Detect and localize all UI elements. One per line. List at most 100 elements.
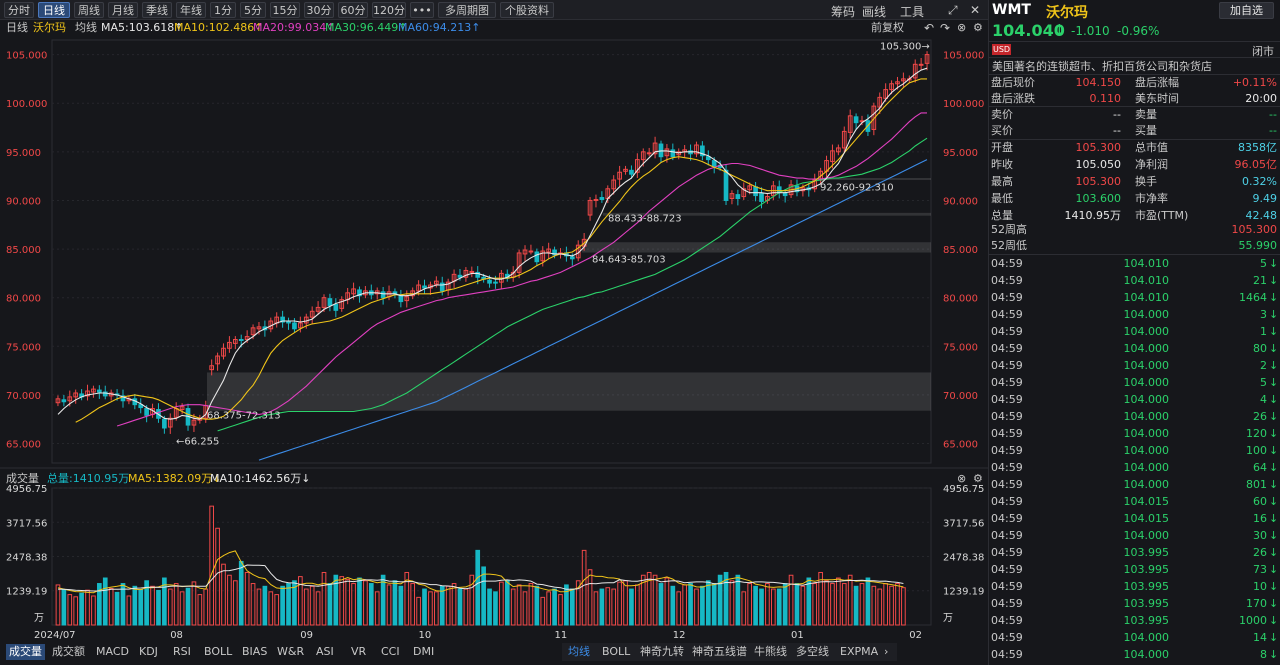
volume-bar	[741, 591, 747, 626]
last-price: 104.040	[992, 21, 1065, 40]
period-button-12[interactable]: •••	[410, 2, 434, 18]
volume-bar	[475, 549, 481, 626]
volume-bar	[676, 591, 682, 626]
period-button-8[interactable]: 15分	[270, 2, 300, 18]
toolbar-right-2[interactable]: 工具	[900, 5, 925, 19]
volume-bar	[91, 595, 96, 626]
tick-down-arrow-icon: ↓	[1269, 291, 1279, 304]
indicator-tab-4[interactable]: RSI	[173, 645, 191, 658]
expand-icon[interactable]: ⤢	[948, 3, 958, 17]
indicator-tab-2[interactable]: MACD	[96, 645, 129, 658]
tick-down-arrow-icon: ↓	[1269, 427, 1279, 440]
overlay-tab-6[interactable]: EXPMA	[840, 645, 879, 658]
gear-icon[interactable]: ⚙	[973, 21, 983, 34]
restore-mode[interactable]: 前复权	[871, 21, 904, 34]
period-button-10[interactable]: 60分	[338, 2, 368, 18]
close-chart-icon[interactable]: ✕	[970, 3, 981, 17]
after-hours-row: 盘后涨跌 0.110 美东时间 20:00	[991, 92, 1277, 105]
period-button-2[interactable]: 周线	[74, 2, 104, 18]
tick-row: 04:59 104.000 30 ↓	[991, 529, 1279, 542]
candle-body	[232, 339, 238, 344]
symbol: WMT	[992, 2, 1031, 18]
volume-label: 成交量	[6, 472, 39, 485]
indicator-tab-8[interactable]: ASI	[316, 645, 334, 658]
period-button-9[interactable]: 30分	[304, 2, 334, 18]
kline-chart[interactable]: 105.000 105.000 100.000 100.000 95.000 95.000…	[0, 0, 988, 665]
high-marker: 105.300→	[880, 42, 930, 53]
candle-body	[162, 418, 167, 429]
after-hours-row: 盘后现价 104.150 盘后涨幅 +0.11%	[991, 76, 1277, 89]
period-button-7[interactable]: 5分	[240, 2, 266, 18]
volume-bar	[794, 583, 800, 626]
candle-body	[339, 299, 345, 309]
bid-ask-row: 买价 -- 买量 --	[991, 124, 1277, 137]
tick-down-arrow-icon: ↓	[1269, 393, 1279, 406]
indicator-tab-9[interactable]: VR	[351, 645, 367, 658]
legend-period[interactable]: 日线	[6, 21, 28, 34]
volume-bar	[865, 577, 871, 626]
volume-bar	[79, 592, 84, 626]
volume-bar	[658, 583, 664, 626]
volume-bar	[120, 583, 126, 626]
period-button-3[interactable]: 月线	[108, 2, 138, 18]
volume-bar	[841, 583, 847, 626]
support-zone	[814, 177, 931, 180]
price-tick-right: 95.000	[943, 148, 978, 159]
volume-bar	[167, 588, 173, 626]
candle-body	[138, 404, 144, 409]
volume-close-icon[interactable]: ⊗	[957, 472, 967, 485]
tick-down-arrow-icon: ↓	[1269, 631, 1279, 644]
toolbar-right-0[interactable]: 筹码	[831, 5, 856, 19]
legend-ma60: MA60:94.213↑	[398, 21, 481, 34]
period-button-0[interactable]: 分时	[4, 2, 34, 18]
volume-bar	[144, 580, 149, 626]
volume-bar	[646, 571, 652, 626]
candle-body	[918, 63, 924, 66]
period-toolbar: 分时 日线 周线 月线 季线 年线 1分 5分 15分 30分 60分 120分 ••• 多周期图 个股资料…	[0, 0, 988, 20]
undo-icon[interactable]: ↶	[924, 21, 935, 35]
volume-tick-right: 1239.19	[943, 587, 984, 598]
overlay-tab-1[interactable]: BOLL	[602, 645, 631, 658]
period-button-5[interactable]: 年线	[176, 2, 206, 18]
redo-icon[interactable]: ↷	[940, 21, 951, 35]
indicator-tab-5[interactable]: BOLL	[204, 645, 233, 658]
volume-bar	[504, 580, 510, 626]
indicator-tab-3[interactable]: KDJ	[139, 645, 158, 658]
candle-body	[652, 142, 658, 155]
overlay-tab-3[interactable]: 神奇五线谱	[692, 645, 747, 658]
overlay-tab-4[interactable]: 牛熊线	[754, 645, 787, 658]
indicator-tab-6[interactable]: BIAS	[242, 645, 268, 658]
close-icon[interactable]: ⊗	[957, 21, 967, 34]
toolbar-right-1[interactable]: 画线	[862, 5, 887, 19]
overlay-tab-5[interactable]: 多空线	[796, 645, 829, 658]
add-watchlist-button[interactable]: 加自选	[1219, 2, 1274, 19]
indicator-tab-11[interactable]: DMI	[413, 645, 435, 658]
indicator-tab-0[interactable]: 成交量	[6, 644, 45, 660]
overlay-tab-2[interactable]: 神奇九转	[640, 645, 684, 658]
volume-bar	[351, 583, 356, 626]
period-button-13[interactable]: 多周期图	[438, 2, 496, 18]
price-down-arrow-icon: ↓	[1053, 21, 1066, 39]
legend-avg[interactable]: 均线	[75, 21, 97, 34]
indicator-tab-1[interactable]: 成交额	[52, 645, 85, 658]
candle-body	[469, 270, 475, 273]
period-button-14[interactable]: 个股资料	[500, 2, 554, 18]
indicator-tab-10[interactable]: CCI	[381, 645, 400, 658]
period-button-4[interactable]: 季线	[142, 2, 172, 18]
candle-body	[91, 388, 96, 393]
overlay-tab-7[interactable]: ›	[884, 645, 889, 658]
candle-body	[380, 291, 386, 299]
indicator-tab-7[interactable]: W&R	[277, 645, 305, 658]
volume-bar	[162, 577, 167, 626]
volume-bar	[694, 588, 699, 626]
period-button-11[interactable]: 120分	[372, 2, 406, 18]
volume-bar	[776, 588, 782, 626]
period-button-6[interactable]: 1分	[210, 2, 236, 18]
support-zone	[582, 242, 931, 253]
volume-gear-icon[interactable]: ⚙	[973, 472, 983, 485]
period-button-1[interactable]: 日线	[38, 2, 70, 18]
tick-down-arrow-icon: ↓	[1269, 257, 1279, 270]
volume-bar	[439, 585, 445, 626]
overlay-tab-0[interactable]: 均线	[568, 645, 590, 658]
volume-bar	[232, 580, 238, 626]
